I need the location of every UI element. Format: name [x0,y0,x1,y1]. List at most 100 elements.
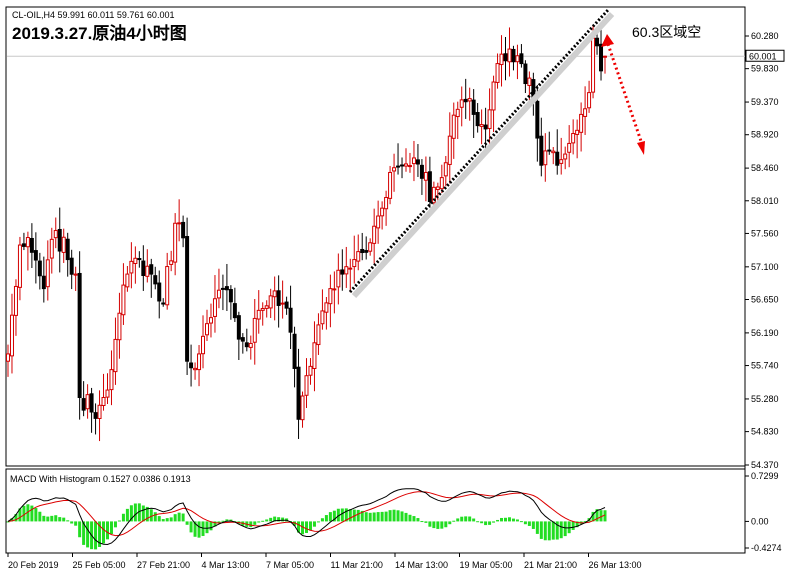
candle-body [380,207,385,217]
candle-body [260,308,265,311]
candle-body [276,290,281,306]
macd-histogram-bar [396,510,400,522]
macd-histogram-bar [141,505,145,522]
candle-body [451,114,456,139]
candle-body [89,393,94,413]
candle-body [169,260,174,265]
candle-body [396,165,401,168]
candle-body [583,108,588,117]
macd-histogram-bar [360,510,364,522]
macd-histogram-bar [98,521,102,547]
candle-body [563,153,568,160]
price-axis: 60.280 59.830 59.370 58.920 58.460 58.010 57.5… [745,31,779,470]
candle-body [224,286,229,291]
candle-body [547,149,552,152]
candle-body [535,100,540,139]
candle-body [527,77,532,86]
candle-body [388,171,393,199]
candle-body [201,335,206,355]
candle-body [316,324,321,346]
candle-body [312,342,317,370]
macd-histogram-bar [30,505,34,522]
macd-histogram-bar [78,521,82,538]
candle-body [491,81,496,111]
macd-histogram-bar [384,511,388,522]
candle-body [340,269,345,275]
current-price-label: 60.001 [749,51,777,61]
candle-body [475,112,480,127]
macd-histogram-bar [54,515,58,522]
candle-body [93,412,98,419]
time-tick-label: 4 Mar 13:00 [202,560,250,570]
candle-body [21,243,26,247]
price-tick-label: 57.100 [751,262,779,272]
macd-histogram-bar [169,517,173,522]
candle-body [519,53,524,65]
macd-histogram-bar [308,521,312,531]
macd-histogram-bar [372,512,376,522]
candle-body [543,150,548,166]
macd-histogram-bar [599,510,603,522]
candle-body [256,309,261,320]
macd-histogram-bar [416,518,420,522]
candle-body [320,310,325,325]
candle-body [109,369,114,391]
macd-histogram-bar [305,521,308,533]
macd-histogram-bar [301,521,305,535]
macd-histogram-bar [265,519,269,522]
macd-histogram-bar [535,521,539,534]
price-tick-label: 58.460 [751,163,779,173]
candle-body [348,267,353,270]
candle-body [193,367,198,371]
candle-body [153,275,158,285]
candle-body [6,353,10,362]
macd-histogram-bar [137,503,141,522]
candle-body [65,238,70,261]
candle-body [292,333,297,369]
candle-body [308,365,313,376]
macd-histogram-bar [257,521,261,523]
macd-histogram-bar [555,521,559,540]
candle-body [272,290,277,298]
candle-body [447,135,452,165]
macd-histogram-bar [221,520,225,522]
candle-body [252,317,257,343]
macd-histogram-bar [86,521,90,548]
candle-body [415,159,420,165]
candle-body [264,305,269,309]
candle-body [364,250,369,253]
macd-histogram-bar [388,510,392,522]
macd-histogram-bar [551,521,555,540]
macd-histogram-bar [452,520,456,522]
price-tick-label: 56.190 [751,328,779,338]
candle-body [392,167,397,172]
candles-group [6,21,607,442]
candle-body [173,222,178,263]
candle-body [539,135,544,166]
macd-histogram-bar [209,521,213,531]
candle-body [121,284,126,316]
macd-histogram-bar [201,521,205,536]
macd-histogram [6,503,607,550]
candle-body [344,266,349,275]
macd-histogram-bar [575,521,579,528]
candle-body [105,389,110,398]
macd-histogram-bar [277,517,281,522]
candle-body [555,151,560,166]
macd-histogram-bar [603,510,607,522]
time-tick-label: 19 Mar 05:00 [460,560,513,570]
time-tick-label: 26 Mar 13:00 [589,560,642,570]
macd-histogram-bar [515,519,519,522]
macd-histogram-bar [464,516,468,522]
candle-body [356,251,361,262]
macd-histogram-bar [448,521,452,525]
macd-histogram-bar [185,521,189,525]
candle-body [101,396,106,406]
macd-histogram-bar [328,512,332,522]
macd-histogram-bar [492,521,496,523]
candle-body [459,99,464,108]
candle-body [53,230,58,239]
macd-histogram-bar [563,521,567,537]
candle-body [9,314,14,357]
